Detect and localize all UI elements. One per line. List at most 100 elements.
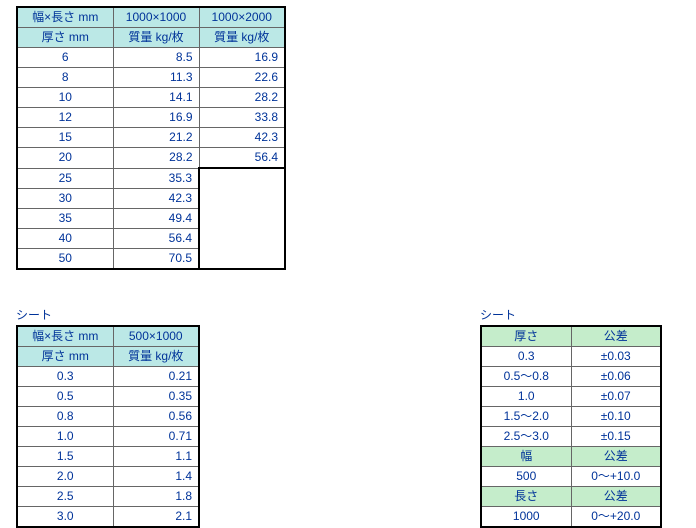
table-row: 811.322.6 bbox=[17, 68, 285, 88]
table-row: 10000～+20.0 bbox=[481, 507, 661, 528]
table-row: 0.30.21 bbox=[17, 367, 199, 387]
table-row: 3.02.1 bbox=[17, 507, 199, 528]
table1-subheader: 質量 kg/枚 bbox=[113, 28, 199, 48]
table3-header: 幅 bbox=[481, 447, 571, 467]
cell-mass: 2.1 bbox=[113, 507, 199, 528]
table1-subheader: 厚さ mm bbox=[17, 28, 113, 48]
cell-tolerance: ±0.10 bbox=[571, 407, 661, 427]
cell-thickness: 0.5 bbox=[17, 387, 113, 407]
table-row: 4056.4 bbox=[17, 228, 285, 248]
table2-header: 500×1000 bbox=[113, 326, 199, 347]
cell-mass-b: 56.4 bbox=[199, 148, 285, 169]
table-row: 1.0±0.07 bbox=[481, 387, 661, 407]
table1-header: 1000×1000 bbox=[113, 7, 199, 28]
cell-thickness: 0.8 bbox=[17, 407, 113, 427]
cell-thickness: 20 bbox=[17, 148, 113, 169]
cell-key: 0.5～0.8 bbox=[481, 367, 571, 387]
sheet-label: シート bbox=[480, 306, 662, 323]
table-row: 1.51.1 bbox=[17, 447, 199, 467]
table-row: 2028.256.4 bbox=[17, 148, 285, 169]
cell-thickness: 1.5 bbox=[17, 447, 113, 467]
table-row: 2.51.8 bbox=[17, 487, 199, 507]
cell-mass: 0.35 bbox=[113, 387, 199, 407]
cell-thickness: 1.0 bbox=[17, 427, 113, 447]
cell-mass-a: 14.1 bbox=[113, 88, 199, 108]
table1-region: 幅×長さ mm1000×10001000×2000厚さ mm質量 kg/枚質量 … bbox=[16, 6, 286, 270]
cell-mass-a: 35.3 bbox=[113, 168, 199, 188]
table-row: 0.80.56 bbox=[17, 407, 199, 427]
table3-region: シート厚さ公差0.3±0.030.5～0.8±0.061.0±0.071.5～2… bbox=[480, 306, 662, 528]
cell-key: 1000 bbox=[481, 507, 571, 528]
cell-thickness: 8 bbox=[17, 68, 113, 88]
table1-subheader: 質量 kg/枚 bbox=[199, 28, 285, 48]
cell-thickness: 6 bbox=[17, 48, 113, 68]
cell-mass-a: 70.5 bbox=[113, 248, 199, 269]
cell-mass-a: 28.2 bbox=[113, 148, 199, 169]
cell-mass: 1.1 bbox=[113, 447, 199, 467]
table2-subheader: 質量 kg/枚 bbox=[113, 347, 199, 367]
cell-mass-b: 28.2 bbox=[199, 88, 285, 108]
cell-thickness: 15 bbox=[17, 128, 113, 148]
table-row: 1.00.71 bbox=[17, 427, 199, 447]
cell-tolerance: 0～+10.0 bbox=[571, 467, 661, 487]
table-row: 1014.128.2 bbox=[17, 88, 285, 108]
cell-tolerance: ±0.06 bbox=[571, 367, 661, 387]
table1: 幅×長さ mm1000×10001000×2000厚さ mm質量 kg/枚質量 … bbox=[16, 6, 286, 270]
cell-mass-b: 33.8 bbox=[199, 108, 285, 128]
table-row: 1216.933.8 bbox=[17, 108, 285, 128]
sheet-label: シート bbox=[16, 306, 200, 323]
table-row: 5000～+10.0 bbox=[481, 467, 661, 487]
cell-key: 1.5～2.0 bbox=[481, 407, 571, 427]
table-row: 68.516.9 bbox=[17, 48, 285, 68]
table-row: 3549.4 bbox=[17, 208, 285, 228]
table-row: 0.50.35 bbox=[17, 387, 199, 407]
table3-header: 厚さ bbox=[481, 326, 571, 347]
cell-thickness: 30 bbox=[17, 188, 113, 208]
table-row: 2.5～3.0±0.15 bbox=[481, 427, 661, 447]
table3-header: 長さ bbox=[481, 487, 571, 507]
cell-mass-a: 11.3 bbox=[113, 68, 199, 88]
cell-mass-a: 21.2 bbox=[113, 128, 199, 148]
cell-key: 0.3 bbox=[481, 347, 571, 367]
table-row: 1521.242.3 bbox=[17, 128, 285, 148]
table3: 厚さ公差0.3±0.030.5～0.8±0.061.0±0.071.5～2.0±… bbox=[480, 325, 662, 528]
cell-mass: 1.4 bbox=[113, 467, 199, 487]
table1-header: 1000×2000 bbox=[199, 7, 285, 28]
table2-subheader: 厚さ mm bbox=[17, 347, 113, 367]
table-row: 1.5～2.0±0.10 bbox=[481, 407, 661, 427]
table-row: 0.3±0.03 bbox=[481, 347, 661, 367]
table2: 幅×長さ mm500×1000厚さ mm質量 kg/枚0.30.210.50.3… bbox=[16, 325, 200, 528]
cell-mass: 0.21 bbox=[113, 367, 199, 387]
cell-mass-a: 8.5 bbox=[113, 48, 199, 68]
cell-thickness: 10 bbox=[17, 88, 113, 108]
cell-tolerance: ±0.03 bbox=[571, 347, 661, 367]
cell-thickness: 2.0 bbox=[17, 467, 113, 487]
cell-mass-b: 16.9 bbox=[199, 48, 285, 68]
table3-header: 公差 bbox=[571, 447, 661, 467]
cell-thickness: 12 bbox=[17, 108, 113, 128]
table1-header: 幅×長さ mm bbox=[17, 7, 113, 28]
table2-header: 幅×長さ mm bbox=[17, 326, 113, 347]
cell-mass: 1.8 bbox=[113, 487, 199, 507]
cell-tolerance: ±0.15 bbox=[571, 427, 661, 447]
cell-tolerance: ±0.07 bbox=[571, 387, 661, 407]
cell-mass-a: 42.3 bbox=[113, 188, 199, 208]
cell-mass-a: 56.4 bbox=[113, 228, 199, 248]
cell-key: 2.5～3.0 bbox=[481, 427, 571, 447]
table-row: 3042.3 bbox=[17, 188, 285, 208]
cell-mass-a: 16.9 bbox=[113, 108, 199, 128]
table3-header: 公差 bbox=[571, 487, 661, 507]
cell-thickness: 2.5 bbox=[17, 487, 113, 507]
table3-header: 公差 bbox=[571, 326, 661, 347]
table2-region: シート幅×長さ mm500×1000厚さ mm質量 kg/枚0.30.210.5… bbox=[16, 306, 200, 528]
table-row: 2.01.4 bbox=[17, 467, 199, 487]
table-row: 5070.5 bbox=[17, 248, 285, 269]
cell-mass-b: 22.6 bbox=[199, 68, 285, 88]
cell-thickness: 3.0 bbox=[17, 507, 113, 528]
table-row: 2535.3 bbox=[17, 168, 285, 188]
cell-thickness: 50 bbox=[17, 248, 113, 269]
cell-key: 1.0 bbox=[481, 387, 571, 407]
cell-thickness: 0.3 bbox=[17, 367, 113, 387]
cell-tolerance: 0～+20.0 bbox=[571, 507, 661, 528]
cell-thickness: 40 bbox=[17, 228, 113, 248]
